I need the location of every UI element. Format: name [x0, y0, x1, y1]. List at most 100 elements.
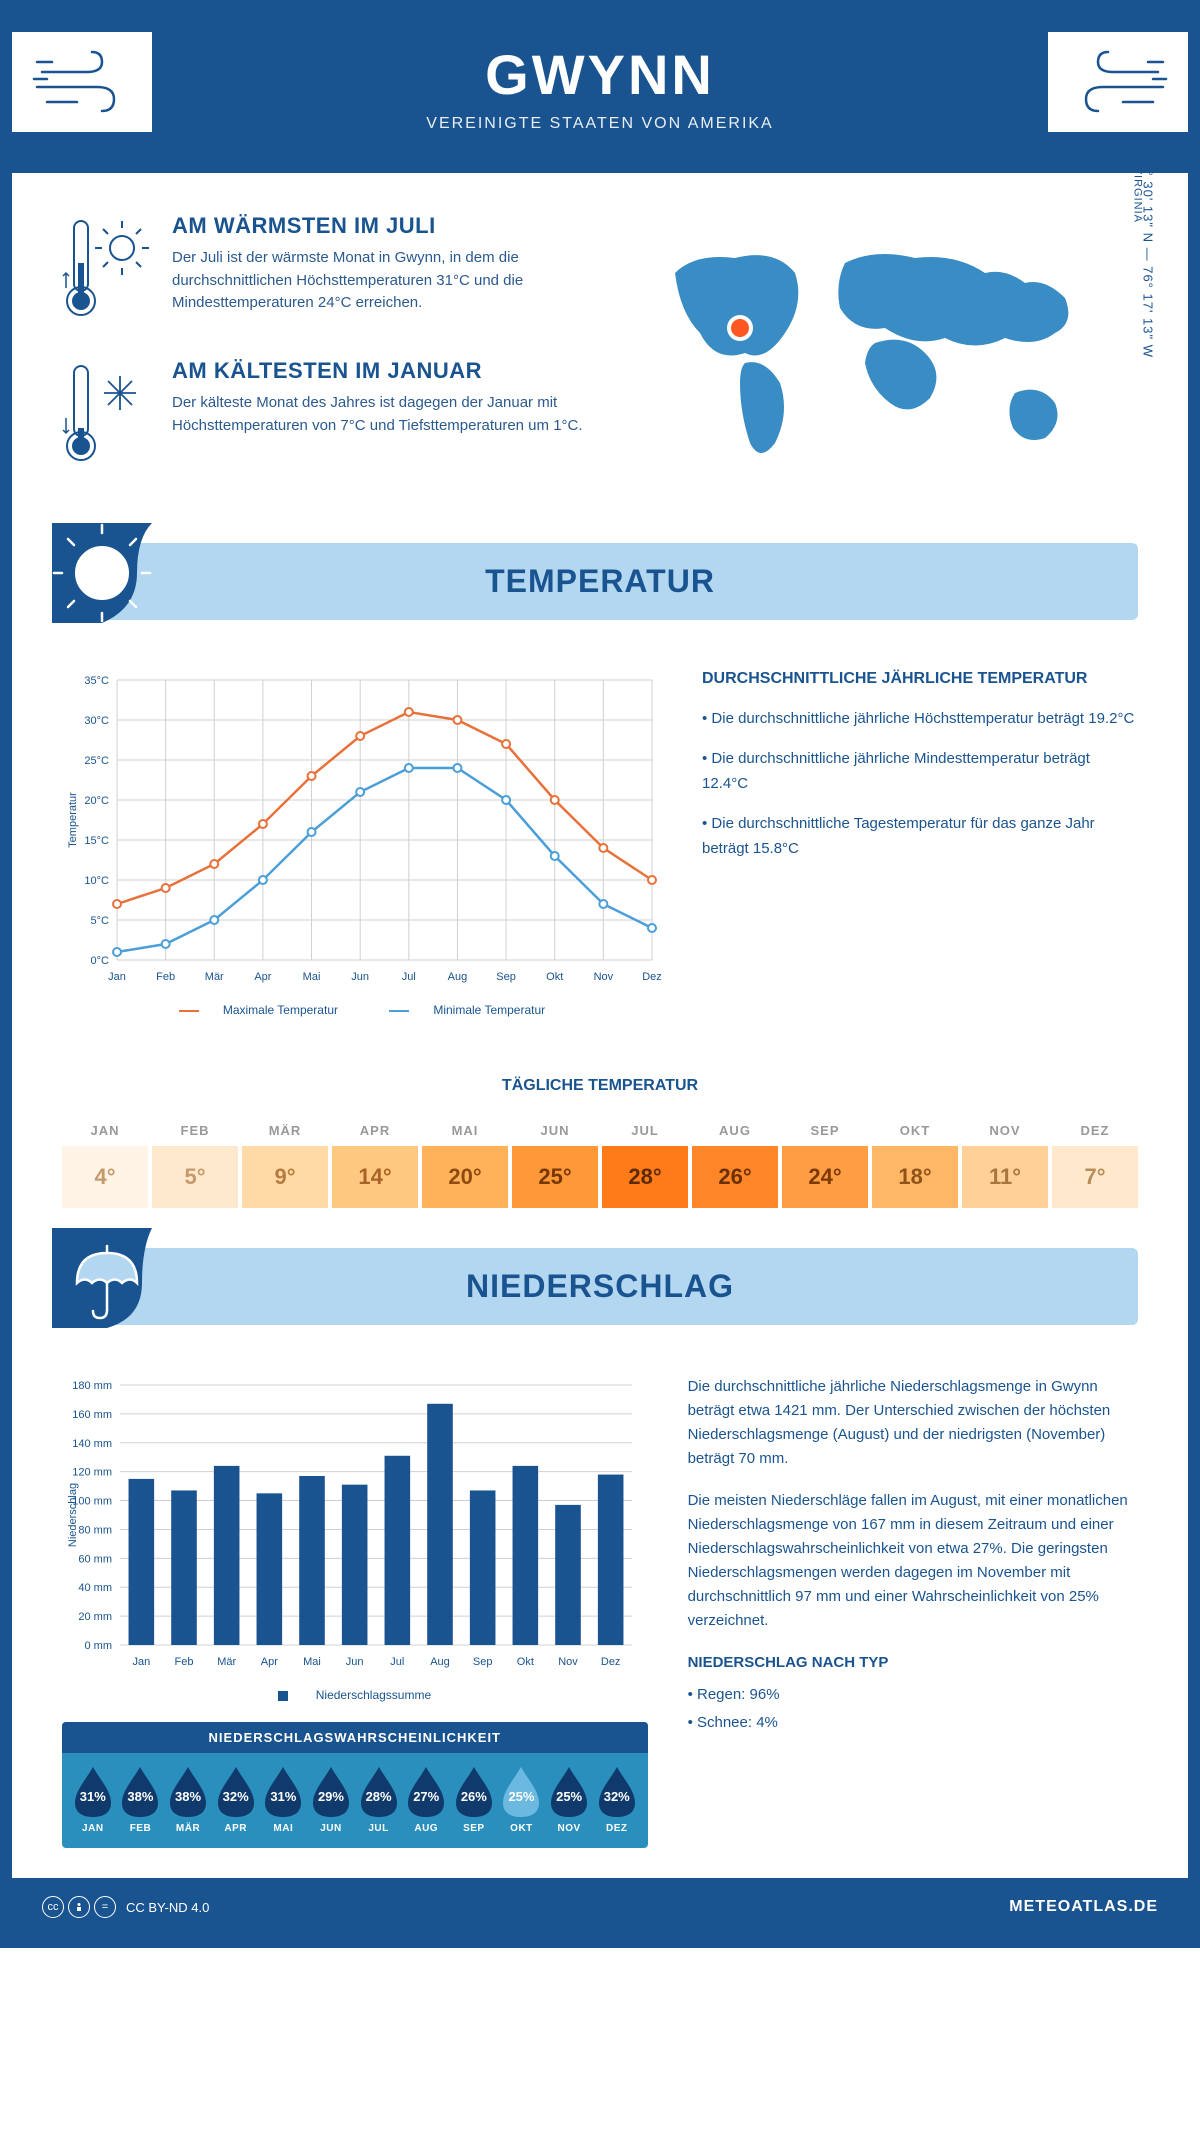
svg-text:30°C: 30°C	[84, 715, 109, 727]
svg-text:Mär: Mär	[217, 1656, 236, 1668]
page-subtitle: VEREINIGTE STAATEN VON AMERIKA	[32, 115, 1168, 133]
svg-text:Sep: Sep	[496, 971, 516, 983]
temp-cell: APR 14°	[332, 1115, 418, 1208]
temp-cell: DEZ 7°	[1052, 1115, 1138, 1208]
temp-cell: AUG 26°	[692, 1115, 778, 1208]
svg-text:160 mm: 160 mm	[72, 1409, 112, 1421]
drop-item: 25% OKT	[499, 1765, 545, 1834]
temp-section-header: TEMPERATUR	[62, 543, 1138, 620]
legend-min: Minimale Temperatur	[433, 1003, 545, 1017]
umbrella-icon	[52, 1228, 172, 1348]
drop-item: 28% JUL	[356, 1765, 402, 1834]
svg-text:15°C: 15°C	[84, 835, 109, 847]
svg-text:Apr: Apr	[254, 971, 271, 983]
svg-text:0 mm: 0 mm	[85, 1640, 113, 1652]
by-icon	[68, 1896, 90, 1918]
temp-cell: JAN 4°	[62, 1115, 148, 1208]
drop-item: 27% AUG	[403, 1765, 449, 1834]
drop-item: 38% MÄR	[165, 1765, 211, 1834]
svg-text:35°C: 35°C	[84, 675, 109, 687]
svg-text:Temperatur: Temperatur	[67, 792, 79, 848]
precip-text-2: Die meisten Niederschläge fallen im Augu…	[688, 1489, 1138, 1633]
avg-bullet-2: • Die durchschnittliche jährliche Mindes…	[702, 746, 1138, 797]
svg-text:10°C: 10°C	[84, 875, 109, 887]
legend-precip: Niederschlagssumme	[316, 1688, 431, 1702]
svg-text:Dez: Dez	[601, 1656, 621, 1668]
warmest-text: Der Juli ist der wärmste Monat in Gwynn,…	[172, 247, 605, 315]
thermometer-hot-icon	[62, 213, 152, 328]
precip-title: NIEDERSCHLAG	[82, 1268, 1118, 1305]
svg-text:140 mm: 140 mm	[72, 1438, 112, 1450]
daily-temp-table: JAN 4° FEB 5° MÄR 9° APR 14° MAI 20° JUN…	[62, 1115, 1138, 1208]
temp-cell: JUL 28°	[602, 1115, 688, 1208]
svg-text:Mai: Mai	[303, 1656, 321, 1668]
svg-text:40 mm: 40 mm	[78, 1582, 112, 1594]
svg-text:Nov: Nov	[558, 1656, 578, 1668]
svg-text:Dez: Dez	[642, 971, 662, 983]
avg-bullet-1: • Die durchschnittliche jährliche Höchst…	[702, 706, 1138, 732]
svg-text:Sep: Sep	[473, 1656, 493, 1668]
probability-box: NIEDERSCHLAGSWAHRSCHEINLICHKEIT 31% JAN …	[62, 1722, 648, 1848]
svg-text:Jul: Jul	[402, 971, 416, 983]
svg-text:120 mm: 120 mm	[72, 1467, 112, 1479]
precip-type-title: NIEDERSCHLAG NACH TYP	[688, 1651, 1138, 1675]
probability-title: NIEDERSCHLAGSWAHRSCHEINLICHKEIT	[62, 1722, 648, 1753]
svg-text:60 mm: 60 mm	[78, 1553, 112, 1565]
temp-cell: NOV 11°	[962, 1115, 1048, 1208]
legend-max: Maximale Temperatur	[223, 1003, 338, 1017]
brand: METEOATLAS.DE	[1009, 1898, 1158, 1916]
temp-cell: FEB 5°	[152, 1115, 238, 1208]
precip-text-1: Die durchschnittliche jährliche Niedersc…	[688, 1375, 1138, 1471]
svg-text:Feb: Feb	[175, 1656, 194, 1668]
svg-text:Jul: Jul	[390, 1656, 404, 1668]
svg-text:5°C: 5°C	[91, 915, 110, 927]
header: GWYNN VEREINIGTE STAATEN VON AMERIKA	[12, 12, 1188, 173]
warmest-block: AM WÄRMSTEN IM JULI Der Juli ist der wär…	[62, 213, 605, 328]
svg-text:Jun: Jun	[346, 1656, 364, 1668]
svg-text:25°C: 25°C	[84, 755, 109, 767]
temp-cell: MÄR 9°	[242, 1115, 328, 1208]
svg-text:Jun: Jun	[351, 971, 369, 983]
svg-text:Jan: Jan	[132, 1656, 150, 1668]
page: GWYNN VEREINIGTE STAATEN VON AMERIKA	[0, 0, 1200, 1948]
temp-title: TEMPERATUR	[82, 563, 1118, 600]
sun-icon	[52, 523, 172, 643]
svg-text:20 mm: 20 mm	[78, 1611, 112, 1623]
svg-text:20°C: 20°C	[84, 795, 109, 807]
svg-text:Niederschlag: Niederschlag	[67, 1483, 79, 1547]
temp-cell: SEP 24°	[782, 1115, 868, 1208]
svg-text:0°C: 0°C	[91, 955, 110, 967]
intro-section: AM WÄRMSTEN IM JULI Der Juli ist der wär…	[12, 173, 1188, 533]
drop-item: 32% APR	[213, 1765, 259, 1834]
svg-text:80 mm: 80 mm	[78, 1524, 112, 1536]
drop-item: 38% FEB	[118, 1765, 164, 1834]
svg-text:Apr: Apr	[261, 1656, 278, 1668]
daily-temp-title: TÄGLICHE TEMPERATUR	[12, 1077, 1188, 1095]
svg-text:Okt: Okt	[546, 971, 563, 983]
temp-cell: OKT 18°	[872, 1115, 958, 1208]
precipitation-bar-chart: 0 mm20 mm40 mm60 mm80 mm100 mm120 mm140 …	[62, 1375, 642, 1675]
precip-type-1: • Regen: 96%	[688, 1683, 1138, 1707]
location-marker	[731, 319, 749, 337]
world-map: VIRGINIA 37° 30' 13" N — 76° 17' 13" W	[645, 213, 1138, 503]
drop-item: 31% JAN	[70, 1765, 116, 1834]
drop-item: 26% SEP	[451, 1765, 497, 1834]
svg-text:Aug: Aug	[430, 1656, 450, 1668]
drop-item: 32% DEZ	[594, 1765, 640, 1834]
drop-item: 25% NOV	[546, 1765, 592, 1834]
precip-body: 0 mm20 mm40 mm60 mm80 mm100 mm120 mm140 …	[12, 1355, 1188, 1878]
precip-section-header: NIEDERSCHLAG	[62, 1248, 1138, 1325]
precip-type-2: • Schnee: 4%	[688, 1711, 1138, 1735]
license: cc = CC BY-ND 4.0	[42, 1896, 209, 1918]
avg-temp-title: DURCHSCHNITTLICHE JÄHRLICHE TEMPERATUR	[702, 670, 1138, 688]
coldest-title: AM KÄLTESTEN IM JANUAR	[172, 358, 605, 384]
temperature-line-chart: 0°C5°C10°C15°C20°C25°C30°C35°CJanFebMärA…	[62, 670, 662, 990]
temp-cell: JUN 25°	[512, 1115, 598, 1208]
svg-text:Okt: Okt	[517, 1656, 534, 1668]
svg-text:Aug: Aug	[448, 971, 468, 983]
svg-text:180 mm: 180 mm	[72, 1380, 112, 1392]
drop-item: 29% JUN	[308, 1765, 354, 1834]
svg-text:Mai: Mai	[303, 971, 321, 983]
coldest-text: Der kälteste Monat des Jahres ist dagege…	[172, 392, 605, 437]
drop-item: 31% MAI	[261, 1765, 307, 1834]
